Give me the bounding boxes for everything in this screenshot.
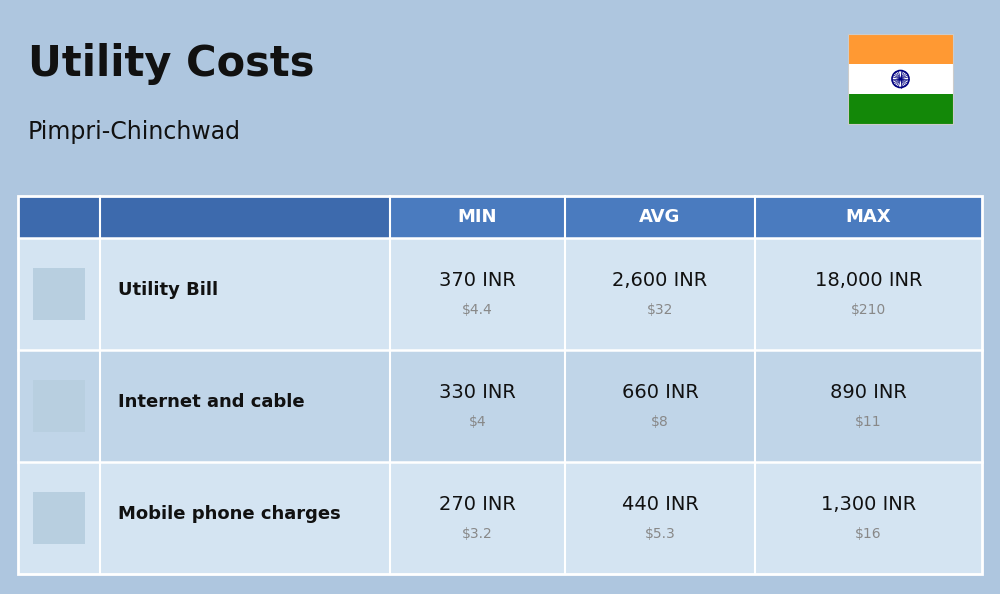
Bar	[33, 380, 85, 432]
Text: Mobile phone charges: Mobile phone charges	[118, 505, 341, 523]
Text: MIN: MIN	[458, 208, 497, 226]
Bar	[18, 196, 390, 238]
Text: Internet and cable: Internet and cable	[118, 393, 305, 411]
Text: AVG: AVG	[639, 208, 681, 226]
Text: 270 INR: 270 INR	[439, 494, 516, 513]
Bar	[848, 34, 953, 124]
Text: 660 INR: 660 INR	[622, 383, 698, 402]
Bar	[848, 34, 953, 64]
Bar	[848, 94, 953, 124]
Bar	[848, 64, 953, 94]
Text: 1,300 INR: 1,300 INR	[821, 494, 916, 513]
Bar	[33, 268, 85, 320]
Bar	[18, 462, 982, 574]
Text: Utility Bill: Utility Bill	[118, 281, 218, 299]
Text: $210: $210	[851, 303, 886, 317]
Bar	[18, 350, 982, 462]
Bar	[18, 196, 982, 238]
Text: $4: $4	[469, 415, 486, 429]
Text: $4.4: $4.4	[462, 303, 493, 317]
Bar	[18, 196, 982, 574]
Text: $11: $11	[855, 415, 882, 429]
Text: MAX: MAX	[846, 208, 891, 226]
Text: 370 INR: 370 INR	[439, 270, 516, 289]
Text: $16: $16	[855, 527, 882, 541]
Text: Pimpri-Chinchwad: Pimpri-Chinchwad	[28, 120, 241, 144]
Text: 2,600 INR: 2,600 INR	[612, 270, 708, 289]
Bar	[18, 238, 982, 350]
Text: Utility Costs: Utility Costs	[28, 43, 314, 85]
Text: $5.3: $5.3	[645, 527, 675, 541]
Text: 440 INR: 440 INR	[622, 494, 698, 513]
Text: 330 INR: 330 INR	[439, 383, 516, 402]
Text: $32: $32	[647, 303, 673, 317]
Bar	[33, 492, 85, 544]
Text: 890 INR: 890 INR	[830, 383, 907, 402]
Text: 18,000 INR: 18,000 INR	[815, 270, 922, 289]
Text: $3.2: $3.2	[462, 527, 493, 541]
Text: $8: $8	[651, 415, 669, 429]
